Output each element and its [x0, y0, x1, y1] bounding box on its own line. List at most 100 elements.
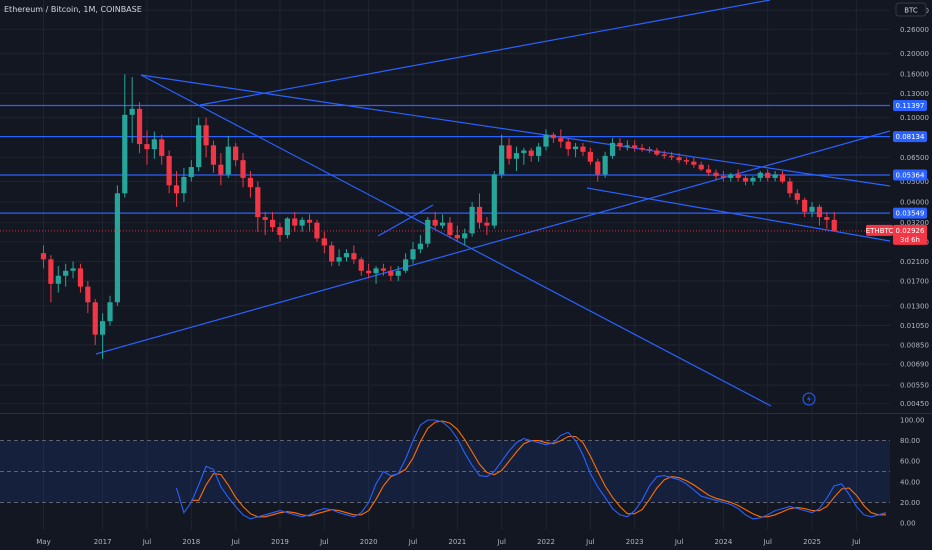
- candle[interactable]: [617, 138, 623, 151]
- trendline[interactable]: [586, 187, 891, 242]
- candle-body[interactable]: [410, 249, 416, 260]
- candle[interactable]: [787, 177, 793, 198]
- candle-body[interactable]: [713, 172, 719, 177]
- candle[interactable]: [292, 211, 298, 232]
- candle-body[interactable]: [787, 181, 793, 194]
- candle[interactable]: [188, 160, 194, 182]
- candle-body[interactable]: [210, 145, 217, 165]
- candle-body[interactable]: [129, 108, 135, 115]
- candle-body[interactable]: [306, 219, 313, 223]
- candle-body[interactable]: [462, 233, 468, 239]
- candle[interactable]: [144, 130, 150, 165]
- candle[interactable]: [203, 117, 209, 158]
- candle-body[interactable]: [779, 174, 786, 182]
- candle[interactable]: [580, 142, 586, 156]
- candle-body[interactable]: [114, 193, 120, 303]
- candle[interactable]: [602, 151, 608, 178]
- candle-body[interactable]: [550, 134, 557, 139]
- candle[interactable]: [462, 228, 468, 246]
- candle-body[interactable]: [122, 114, 128, 194]
- candle-body[interactable]: [765, 172, 771, 178]
- candle[interactable]: [107, 295, 113, 326]
- candle[interactable]: [151, 131, 157, 159]
- candle-body[interactable]: [609, 142, 616, 156]
- candle[interactable]: [720, 171, 726, 182]
- candle[interactable]: [661, 150, 667, 159]
- candle[interactable]: [536, 142, 542, 162]
- candle-body[interactable]: [77, 268, 84, 287]
- candle[interactable]: [713, 169, 719, 180]
- currency-button[interactable]: BTC: [895, 2, 927, 17]
- candle-body[interactable]: [706, 169, 712, 173]
- candle-body[interactable]: [70, 268, 76, 271]
- candle[interactable]: [122, 74, 128, 198]
- candle[interactable]: [269, 211, 276, 232]
- candle[interactable]: [395, 266, 401, 282]
- candle-body[interactable]: [794, 193, 800, 200]
- currency-label[interactable]: BTC: [904, 7, 918, 15]
- candle-body[interactable]: [329, 245, 335, 262]
- candle-body[interactable]: [469, 206, 475, 234]
- candle[interactable]: [676, 153, 682, 164]
- candle-body[interactable]: [173, 185, 180, 194]
- candle[interactable]: [698, 161, 704, 172]
- candle-body[interactable]: [203, 125, 209, 146]
- candle[interactable]: [284, 217, 290, 239]
- candle-body[interactable]: [247, 177, 254, 188]
- replay-icon-ring[interactable]: [802, 392, 816, 406]
- candle[interactable]: [321, 231, 327, 254]
- candle[interactable]: [609, 138, 616, 159]
- candle-body[interactable]: [565, 141, 571, 150]
- candle[interactable]: [159, 134, 165, 165]
- candle[interactable]: [595, 158, 601, 182]
- candle-body[interactable]: [380, 268, 387, 271]
- candle-body[interactable]: [499, 145, 505, 175]
- candle-body[interactable]: [92, 302, 98, 335]
- candle-body[interactable]: [343, 253, 350, 258]
- candle-body[interactable]: [240, 160, 246, 178]
- candle[interactable]: [476, 193, 483, 229]
- candle[interactable]: [299, 217, 305, 232]
- candle[interactable]: [831, 211, 837, 231]
- candle-body[interactable]: [403, 259, 409, 271]
- candle-body[interactable]: [683, 160, 690, 162]
- candle[interactable]: [624, 140, 630, 151]
- candle-body[interactable]: [698, 164, 704, 170]
- candle[interactable]: [558, 129, 564, 148]
- candle[interactable]: [521, 147, 527, 165]
- candle-body[interactable]: [136, 108, 143, 145]
- candle-body[interactable]: [85, 286, 91, 303]
- candle-body[interactable]: [802, 199, 808, 212]
- candle-body[interactable]: [181, 177, 187, 194]
- candle-body[interactable]: [654, 150, 660, 155]
- candle-body[interactable]: [351, 253, 357, 260]
- candle[interactable]: [336, 249, 342, 267]
- candle[interactable]: [410, 241, 416, 264]
- candle[interactable]: [425, 217, 431, 248]
- candle[interactable]: [794, 189, 800, 205]
- candle-body[interactable]: [151, 139, 157, 150]
- candle-body[interactable]: [366, 270, 372, 274]
- candle-body[interactable]: [218, 164, 224, 175]
- candle[interactable]: [447, 217, 453, 239]
- candle-body[interactable]: [595, 161, 601, 175]
- candle[interactable]: [314, 219, 320, 242]
- candle[interactable]: [439, 214, 446, 229]
- candle[interactable]: [114, 185, 120, 306]
- replay-icon-bolt[interactable]: [807, 395, 811, 403]
- candle[interactable]: [255, 181, 261, 232]
- candle-body[interactable]: [299, 219, 305, 226]
- candle[interactable]: [92, 298, 98, 345]
- candle-body[interactable]: [321, 238, 327, 246]
- candle[interactable]: [572, 142, 579, 158]
- replay-icon[interactable]: [802, 392, 816, 406]
- candle[interactable]: [358, 257, 364, 276]
- trendline[interactable]: [95, 130, 891, 355]
- candle-body[interactable]: [159, 139, 165, 156]
- candle-body[interactable]: [587, 151, 593, 162]
- candle-body[interactable]: [292, 218, 298, 226]
- candle[interactable]: [499, 134, 505, 178]
- candle-body[interactable]: [639, 147, 645, 150]
- candle-body[interactable]: [816, 206, 823, 218]
- candle[interactable]: [380, 263, 387, 276]
